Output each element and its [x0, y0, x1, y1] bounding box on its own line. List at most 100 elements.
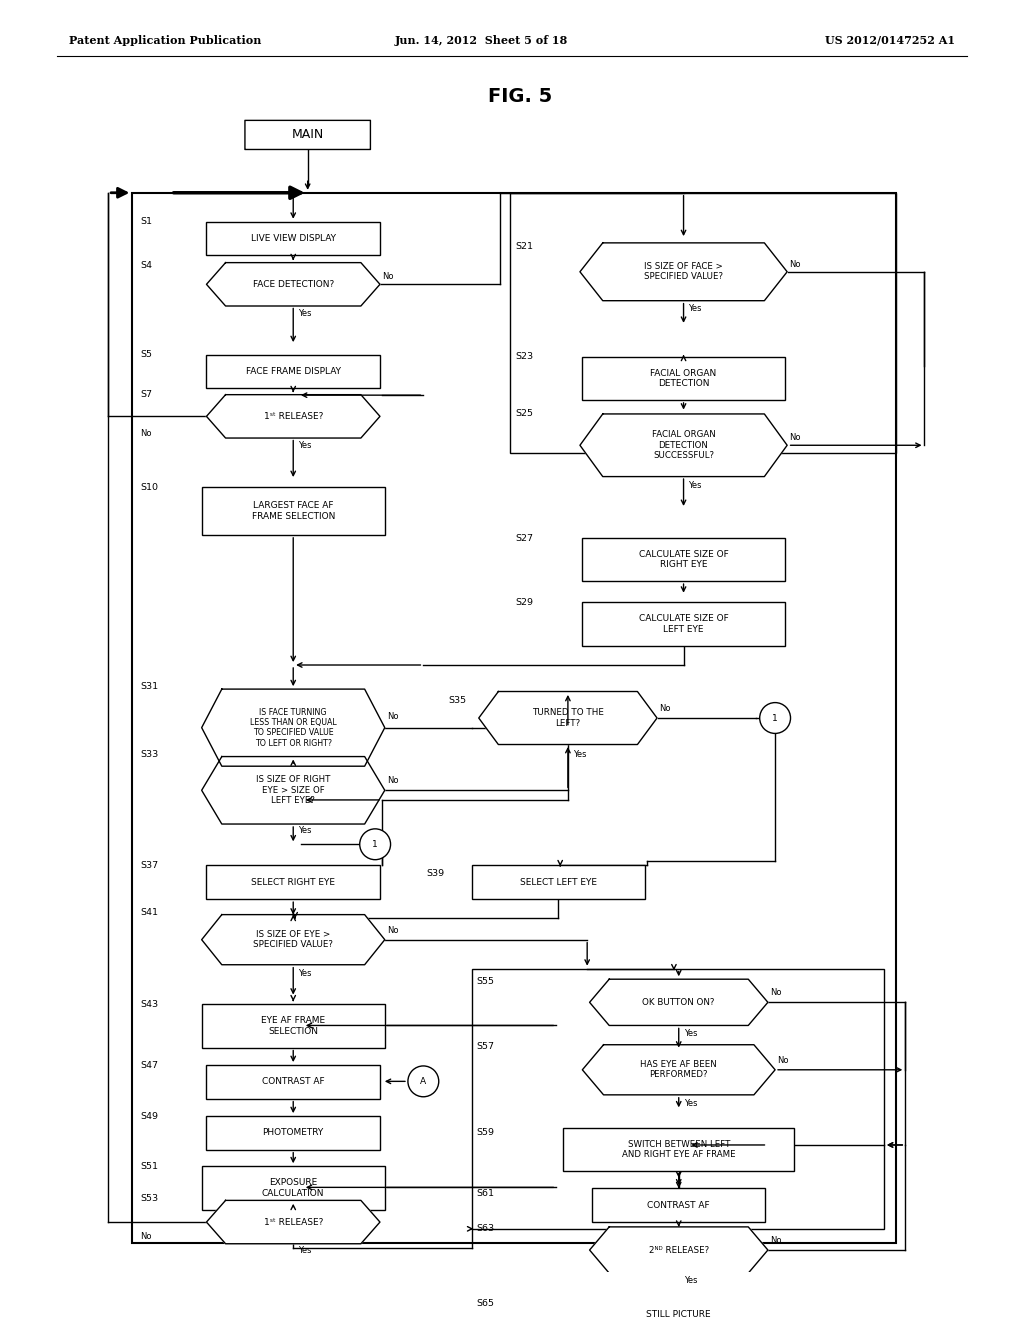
Text: S43: S43 [140, 1001, 158, 1008]
Text: SWITCH BETWEEN LEFT
AND RIGHT EYE AF FRAME: SWITCH BETWEEN LEFT AND RIGHT EYE AF FRA… [622, 1139, 735, 1159]
Text: SELECT LEFT EYE: SELECT LEFT EYE [520, 878, 597, 887]
Circle shape [408, 1067, 438, 1097]
Polygon shape [590, 979, 768, 1026]
Text: S21: S21 [515, 242, 532, 251]
Text: S29: S29 [515, 598, 532, 607]
Polygon shape [207, 395, 380, 438]
Text: S59: S59 [476, 1127, 495, 1137]
Text: FACIAL ORGAN
DETECTION: FACIAL ORGAN DETECTION [650, 368, 717, 388]
Bar [202, 487, 385, 535]
Text: FACIAL ORGAN
DETECTION
SUCCESSFUL?: FACIAL ORGAN DETECTION SUCCESSFUL? [651, 430, 716, 461]
Text: PHOTOMETRY: PHOTOMETRY [262, 1129, 324, 1138]
Text: S39: S39 [426, 869, 444, 878]
Text: CALCULATE SIZE OF
RIGHT EYE: CALCULATE SIZE OF RIGHT EYE [639, 549, 728, 569]
Text: FIG. 5: FIG. 5 [487, 87, 552, 106]
Bar [132, 193, 896, 1243]
Text: 1ˢᵗ RELEASE?: 1ˢᵗ RELEASE? [263, 412, 323, 421]
Text: No: No [387, 711, 398, 721]
Text: Yes: Yes [298, 1246, 311, 1255]
Circle shape [760, 702, 791, 734]
Text: Yes: Yes [684, 1100, 697, 1107]
Bar [578, 1298, 780, 1320]
Text: Yes: Yes [298, 826, 311, 836]
Text: TURNED TO THE
LEFT?: TURNED TO THE LEFT? [531, 709, 604, 727]
Text: S63: S63 [476, 1225, 495, 1233]
Text: 1ˢᵗ RELEASE?: 1ˢᵗ RELEASE? [263, 1217, 323, 1226]
Text: IS SIZE OF FACE >
SPECIFIED VALUE?: IS SIZE OF FACE > SPECIFIED VALUE? [644, 263, 723, 281]
Bar [471, 969, 884, 1229]
Text: No: No [382, 272, 393, 281]
Text: S57: S57 [476, 1043, 495, 1051]
Text: S47: S47 [140, 1061, 158, 1069]
Text: IS FACE TURNING
LESS THAN OR EQUAL
TO SPECIFIED VALUE
TO LEFT OR RIGHT?: IS FACE TURNING LESS THAN OR EQUAL TO SP… [250, 708, 337, 747]
Text: CONTRAST AF: CONTRAST AF [647, 1201, 710, 1209]
Bar [583, 356, 784, 400]
Polygon shape [580, 414, 787, 477]
Text: Yes: Yes [684, 1276, 697, 1286]
Text: IS SIZE OF EYE >
SPECIFIED VALUE?: IS SIZE OF EYE > SPECIFIED VALUE? [253, 931, 333, 949]
Text: S25: S25 [515, 409, 532, 418]
Text: EYE AF FRAME
SELECTION: EYE AF FRAME SELECTION [261, 1016, 326, 1036]
Bar [583, 537, 784, 581]
Bar [510, 193, 896, 453]
Text: No: No [659, 704, 671, 713]
Text: No: No [790, 260, 801, 268]
Polygon shape [207, 263, 380, 306]
Bar [207, 1065, 380, 1098]
Text: 2ᴺᴰ RELEASE?: 2ᴺᴰ RELEASE? [648, 1246, 709, 1254]
Polygon shape [479, 692, 657, 744]
Text: Yes: Yes [298, 309, 311, 318]
Text: IS SIZE OF RIGHT
EYE > SIZE OF
LEFT EYE?: IS SIZE OF RIGHT EYE > SIZE OF LEFT EYE? [256, 775, 331, 805]
Text: S49: S49 [140, 1111, 158, 1121]
Bar [207, 1115, 380, 1150]
Text: No: No [790, 433, 801, 442]
Text: S10: S10 [140, 483, 158, 491]
Text: MAIN: MAIN [292, 128, 324, 141]
Polygon shape [580, 243, 787, 301]
Text: Yes: Yes [572, 750, 586, 759]
Polygon shape [207, 1200, 380, 1243]
Text: US 2012/0147252 A1: US 2012/0147252 A1 [825, 34, 955, 46]
Text: OK BUTTON ON?: OK BUTTON ON? [642, 998, 715, 1007]
Text: 1: 1 [373, 840, 378, 849]
Text: Yes: Yes [298, 441, 311, 450]
Text: CONTRAST AF: CONTRAST AF [262, 1077, 325, 1086]
Text: S65: S65 [476, 1299, 495, 1308]
Text: EXPOSURE
CALCULATION: EXPOSURE CALCULATION [262, 1179, 325, 1197]
Text: No: No [777, 1056, 788, 1065]
Text: S53: S53 [140, 1193, 158, 1203]
Text: No: No [770, 1236, 781, 1245]
Text: S35: S35 [449, 696, 467, 705]
Text: S41: S41 [140, 908, 158, 916]
Text: Jun. 14, 2012  Sheet 5 of 18: Jun. 14, 2012 Sheet 5 of 18 [394, 34, 567, 46]
Text: S51: S51 [140, 1162, 158, 1171]
Bar [207, 355, 380, 388]
Text: S4: S4 [140, 261, 152, 269]
FancyBboxPatch shape [245, 120, 371, 149]
Polygon shape [590, 1226, 768, 1274]
Polygon shape [583, 1044, 775, 1094]
Bar [583, 602, 784, 645]
Text: 1: 1 [772, 714, 778, 722]
Polygon shape [202, 689, 385, 766]
Text: S7: S7 [140, 389, 152, 399]
Text: No: No [387, 776, 398, 785]
Text: STILL PICTURE
SHOOTING: STILL PICTURE SHOOTING [646, 1311, 711, 1320]
Text: Patent Application Publication: Patent Application Publication [69, 34, 261, 46]
Text: S31: S31 [140, 682, 158, 692]
Text: No: No [387, 925, 398, 935]
Text: S55: S55 [476, 977, 495, 986]
Circle shape [359, 829, 390, 859]
Text: S61: S61 [476, 1188, 495, 1197]
Text: S27: S27 [515, 533, 532, 543]
Text: S5: S5 [140, 351, 152, 359]
Text: LIVE VIEW DISPLAY: LIVE VIEW DISPLAY [251, 234, 336, 243]
Text: SELECT RIGHT EYE: SELECT RIGHT EYE [251, 878, 335, 887]
Text: S1: S1 [140, 218, 152, 227]
Text: No: No [140, 1232, 152, 1241]
Text: No: No [770, 989, 781, 997]
Text: LARGEST FACE AF
FRAME SELECTION: LARGEST FACE AF FRAME SELECTION [252, 502, 335, 520]
Polygon shape [202, 756, 385, 824]
Text: FACE DETECTION?: FACE DETECTION? [253, 280, 334, 289]
Bar [563, 1127, 795, 1171]
